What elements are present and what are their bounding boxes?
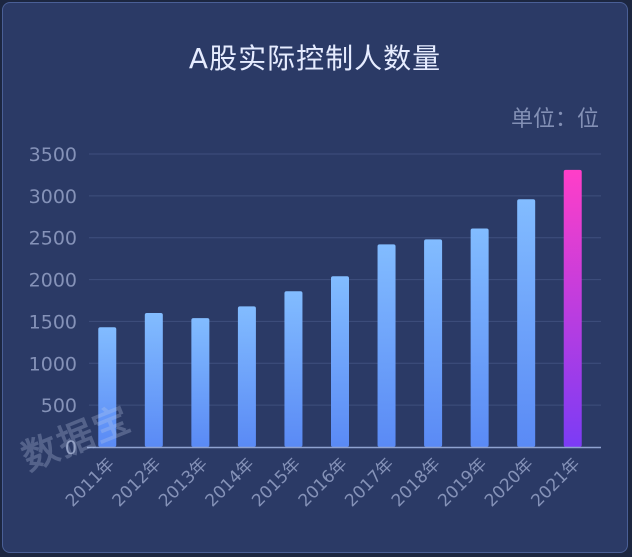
bar-2013年	[191, 318, 210, 447]
bars	[98, 169, 582, 448]
bar-2012年	[144, 313, 163, 447]
x-tick-label: 2016年	[295, 454, 352, 511]
x-tick-label: 2015年	[248, 454, 305, 511]
x-tick-label: 2019年	[434, 454, 491, 511]
bar-2011年	[98, 327, 117, 447]
y-tick-label: 500	[41, 395, 77, 417]
x-tick-label: 2014年	[202, 454, 259, 511]
bar-2018年	[424, 239, 443, 447]
chart-title: A股实际控制人数量	[188, 42, 442, 75]
bar-chart: 0 500 1000 1500 2000 2500 3000 3500 2011年2012年2…	[29, 144, 601, 511]
unit-label: 单位：位	[510, 107, 599, 132]
y-axis-ticks: 0 500 1000 1500 2000 2500 3000 3500	[29, 144, 77, 459]
chart-card: A股实际控制人数量 单位：位 0 500 1000 1500 2000 2500 3000 3…	[2, 2, 628, 553]
y-tick-label: 3500	[29, 144, 77, 166]
x-tick-label: 2013年	[155, 454, 212, 511]
x-tick-label: 2012年	[109, 454, 166, 511]
y-tick-label: 3000	[29, 186, 77, 208]
bar-2014年	[237, 306, 256, 447]
bar-2019年	[470, 228, 489, 447]
bar-2016年	[331, 276, 349, 447]
x-axis-ticks: 2011年2012年2013年2014年2015年2016年2017年2018年…	[62, 454, 584, 511]
bar-2020年	[517, 199, 536, 447]
y-tick-label: 1000	[29, 353, 77, 375]
y-tick-label: 0	[65, 437, 77, 459]
y-tick-label: 2500	[29, 228, 77, 250]
bar-2017年	[377, 244, 396, 447]
x-tick-label: 2021年	[528, 454, 585, 511]
bar-2015年	[284, 291, 303, 447]
bar-2021年	[563, 169, 582, 448]
x-tick-label: 2018年	[388, 454, 445, 511]
x-tick-label: 2020年	[481, 454, 538, 511]
y-tick-label: 1500	[29, 311, 77, 333]
y-tick-label: 2000	[29, 270, 77, 292]
x-tick-label: 2017年	[341, 454, 398, 511]
